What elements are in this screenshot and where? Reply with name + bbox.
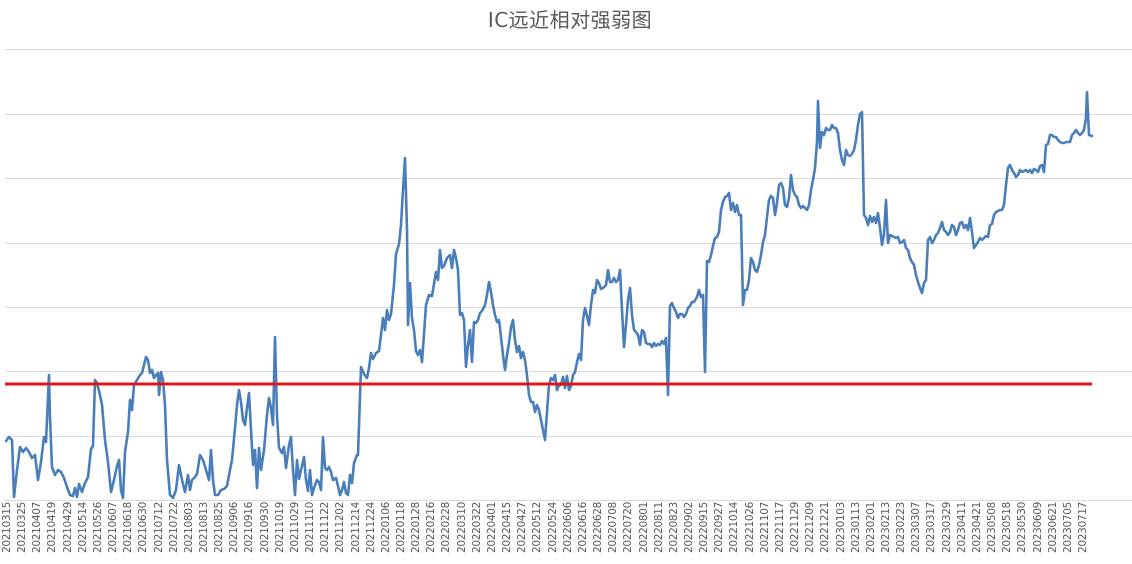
x-tick-label: 20220310 bbox=[455, 502, 468, 554]
x-tick-label: 20230705 bbox=[1061, 502, 1074, 554]
x-tick-label: 20221209 bbox=[804, 502, 817, 554]
x-tick-label: 20220915 bbox=[698, 502, 711, 554]
x-tick-label: 20230609 bbox=[1031, 502, 1044, 554]
x-tick-label: 20221107 bbox=[758, 502, 771, 554]
x-tick-label: 20221014 bbox=[728, 502, 741, 554]
x-tick-label: 20220128 bbox=[410, 502, 423, 554]
x-tick-label: 20210514 bbox=[76, 502, 89, 554]
x-tick-label: 20230717 bbox=[1077, 502, 1089, 554]
x-tick-label: 20220823 bbox=[667, 502, 680, 554]
x-tick-label: 20210722 bbox=[167, 502, 180, 554]
x-tick-label: 20211202 bbox=[334, 502, 347, 554]
x-tick-label: 20230329 bbox=[940, 502, 953, 554]
x-tick-label: 20220801 bbox=[637, 502, 650, 554]
x-tick-label: 20210419 bbox=[46, 502, 59, 554]
x-tick-label: 20210526 bbox=[91, 502, 104, 554]
x-tick-label: 20210825 bbox=[213, 502, 226, 554]
x-tick-label: 20211029 bbox=[288, 502, 301, 554]
x-tick-label: 20221221 bbox=[819, 502, 832, 554]
x-tick-label: 20210315 bbox=[1, 502, 13, 554]
x-tick-label: 20230223 bbox=[895, 502, 908, 554]
x-tick-label: 20220512 bbox=[531, 502, 544, 554]
x-tick-label: 20220720 bbox=[622, 502, 635, 554]
ic-strength-line bbox=[4, 90, 1094, 500]
x-tick-label: 20230307 bbox=[910, 502, 923, 554]
x-tick-label: 20230621 bbox=[1046, 502, 1059, 554]
x-tick-label: 20211110 bbox=[304, 502, 317, 554]
x-tick-label: 20220902 bbox=[682, 502, 695, 554]
x-tick-label: 20220322 bbox=[470, 502, 483, 554]
x-tick-label: 20211019 bbox=[273, 502, 286, 554]
x-tick-label: 20230508 bbox=[986, 502, 999, 554]
x-tick-label: 20220616 bbox=[576, 502, 589, 554]
x-tick-label: 20211214 bbox=[349, 502, 362, 554]
x-tick-label: 20220811 bbox=[652, 502, 665, 554]
x-tick-label: 20210607 bbox=[107, 502, 120, 554]
x-tick-label: 20210407 bbox=[31, 502, 44, 554]
x-tick-label: 20230213 bbox=[879, 502, 892, 554]
x-tick-label: 20210916 bbox=[243, 502, 256, 554]
x-tick-label: 20230518 bbox=[1001, 502, 1014, 554]
x-tick-label: 20230317 bbox=[925, 502, 938, 554]
gridlines bbox=[5, 49, 1132, 501]
x-tick-label: 20210803 bbox=[182, 502, 195, 554]
x-tick-label: 20221129 bbox=[789, 502, 802, 554]
x-tick-label: 20210429 bbox=[61, 502, 74, 554]
x-tick-label: 20220628 bbox=[592, 502, 605, 554]
x-tick-label: 20220927 bbox=[713, 502, 726, 554]
x-tick-label: 20220228 bbox=[440, 502, 453, 554]
x-tick-label: 20210930 bbox=[258, 502, 271, 554]
x-tick-label: 20230201 bbox=[864, 502, 877, 554]
x-tick-label: 20230421 bbox=[970, 502, 983, 554]
x-tick-label: 20210906 bbox=[228, 502, 241, 554]
x-tick-label: 20230411 bbox=[955, 502, 968, 554]
x-tick-label: 20230530 bbox=[1016, 502, 1029, 554]
x-tick-label: 20220415 bbox=[501, 502, 514, 554]
x-tick-label: 20211122 bbox=[319, 502, 332, 554]
x-tick-label: 20210325 bbox=[16, 502, 29, 554]
x-tick-label: 20230113 bbox=[849, 502, 862, 554]
x-tick-label: 20220106 bbox=[379, 502, 392, 554]
x-tick-label: 20221117 bbox=[773, 502, 786, 554]
x-tick-label: 20220216 bbox=[425, 502, 438, 554]
x-tick-label: 20220401 bbox=[485, 502, 498, 554]
x-tick-label: 20210618 bbox=[122, 502, 135, 554]
x-axis-labels: 20210315 20210325 20210407 20210419 20210429… bbox=[0, 502, 1132, 564]
x-tick-label: 20220524 bbox=[546, 502, 559, 554]
x-tick-label: 20211224 bbox=[364, 502, 377, 554]
x-tick-label: 20210813 bbox=[198, 502, 210, 554]
x-tick-label: 20210630 bbox=[137, 502, 150, 554]
x-tick-label: 20220427 bbox=[516, 502, 529, 554]
x-tick-label: 20220118 bbox=[395, 502, 408, 554]
x-tick-label: 20220708 bbox=[607, 502, 620, 554]
x-tick-label: 20220606 bbox=[561, 502, 574, 554]
chart-title: IC远近相对强弱图 bbox=[487, 8, 653, 32]
x-tick-label: 20221026 bbox=[743, 502, 756, 554]
x-tick-label: 20210712 bbox=[152, 502, 165, 554]
x-tick-label: 20230103 bbox=[834, 502, 847, 554]
